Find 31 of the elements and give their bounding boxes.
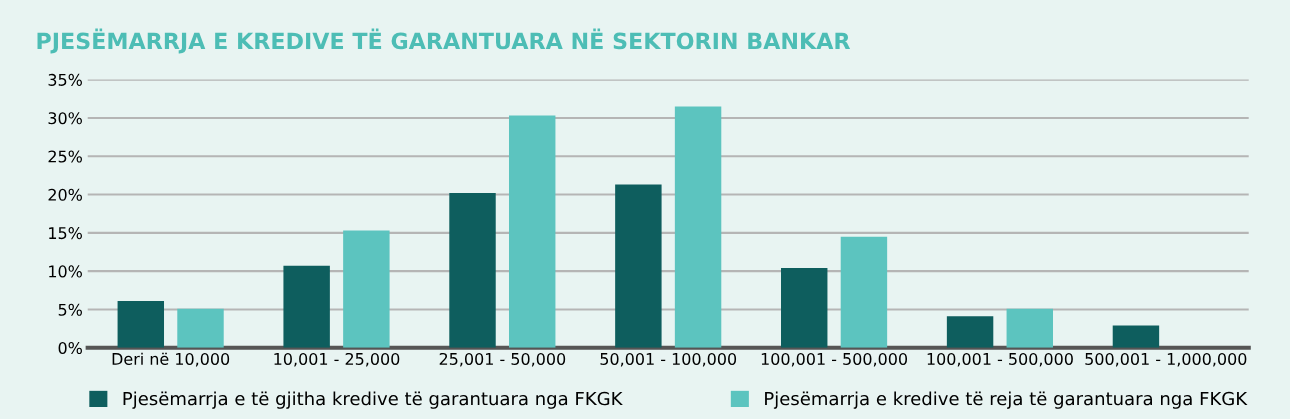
bar bbox=[117, 301, 165, 348]
legend-label: Pjesëmarrja e kredive të reja të garantuara nga FKGK bbox=[765, 391, 1248, 409]
x-tick-label: 500,001 - 1,000,000 bbox=[1085, 352, 1247, 367]
x-tick-label: 100,001 - 500,000 bbox=[927, 352, 1073, 367]
x-tick-label: Deri në 10,000 bbox=[112, 352, 230, 367]
bar bbox=[840, 236, 888, 348]
x-tick-label: 50,001 - 100,000 bbox=[600, 352, 737, 367]
y-tick-label: 35% bbox=[48, 73, 82, 86]
bar bbox=[615, 184, 662, 348]
bar bbox=[509, 115, 556, 348]
bar bbox=[781, 268, 828, 348]
bar bbox=[449, 193, 496, 348]
x-tick-label: 25,001 - 50,000 bbox=[439, 352, 566, 367]
y-tick-label: 10% bbox=[49, 265, 82, 278]
y-tick-label: 0% bbox=[58, 341, 82, 355]
bar bbox=[1006, 308, 1054, 348]
y-tick-label: 30% bbox=[48, 112, 82, 125]
y-tick-label: 20% bbox=[48, 188, 82, 201]
y-tick-label: 15% bbox=[49, 227, 82, 240]
bar bbox=[343, 230, 390, 348]
bar bbox=[177, 308, 224, 348]
bar bbox=[283, 265, 330, 348]
legend-label: Pjesëmarrja e të gjitha kredive të garantuara nga FKGK bbox=[123, 391, 623, 409]
chart-title: PJESËMARRJA E KREDIVE TË GARANTUARA NË SEKTORIN BANKAR bbox=[37, 28, 851, 54]
y-tick-label: 25% bbox=[48, 150, 82, 163]
bar bbox=[1112, 325, 1160, 348]
x-tick-label: 100,001 - 500,000 bbox=[761, 352, 908, 367]
bar bbox=[674, 106, 722, 348]
y-tick-label: 5% bbox=[58, 303, 82, 316]
x-tick-label: 10,001 - 25,000 bbox=[274, 352, 400, 367]
bar bbox=[946, 316, 994, 348]
